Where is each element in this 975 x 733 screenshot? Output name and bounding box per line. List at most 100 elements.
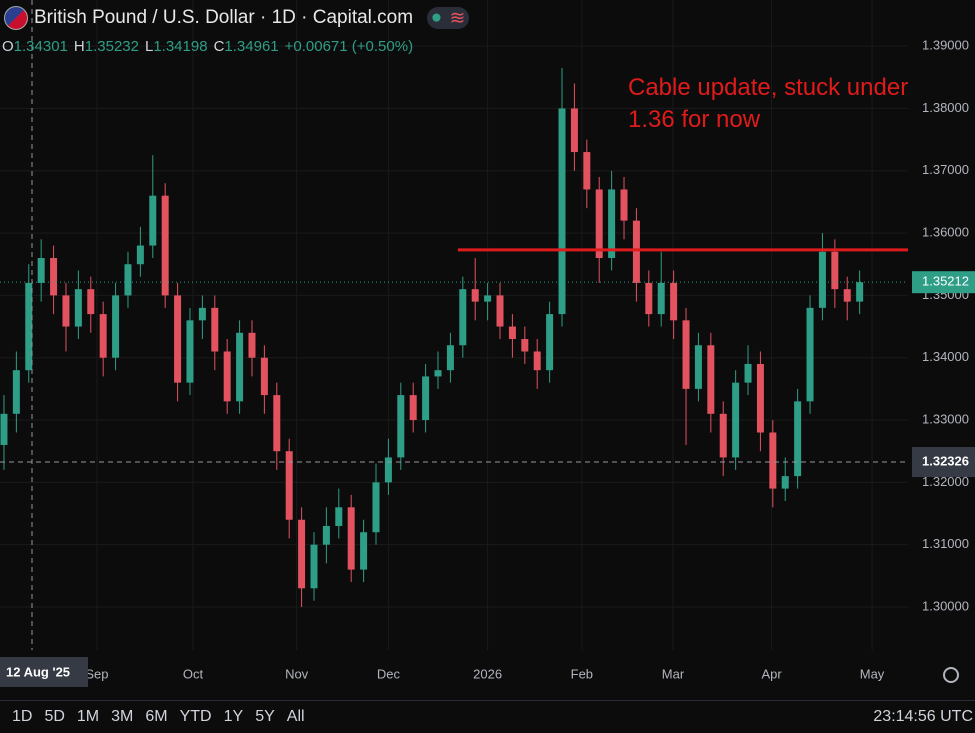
y-tick-label: 1.32000 [922,474,969,489]
ohlc-item: H1.35232 [74,38,139,55]
candle-body [397,395,405,458]
candle-body [533,351,541,371]
y-tick-label: 1.30000 [922,598,969,613]
candle-body [781,476,789,489]
annotation: Cable update, stuck under 1.36 for now [628,74,909,133]
candle-body [248,332,256,358]
candle-body [682,320,690,389]
ohlc-item: L1.34198 [145,38,208,55]
candle-body [211,307,219,352]
candle-body [471,289,479,302]
symbol-title: British Pound / U.S. Dollar · 1D · Capit… [34,7,414,28]
ohlc-value: 1.34961 [224,38,279,55]
y-tick-label: 1.39000 [922,38,969,53]
candle-body [670,282,678,321]
candle-body [546,314,554,371]
candle-body [794,401,802,477]
chart: 1.300001.310001.320001.330001.340001.350… [0,0,975,700]
candle-body [347,507,355,570]
candle-body [843,289,851,302]
ohlc-legend: O1.34301 H1.35232 L1.34198 C1.34961 +0.00671… [2,38,413,55]
x-tick-label: Dec [377,666,401,681]
candle-body [608,189,616,259]
x-tick-label: May [860,666,885,681]
ohlc-key: O [2,38,14,55]
ohlc-value: 1.35232 [84,38,139,55]
candle-body [719,413,727,458]
x-tick-label: Feb [571,666,593,681]
header: British Pound / U.S. Dollar · 1D · Capit… [4,6,470,30]
price-axis [908,0,975,700]
candle-body [50,258,58,296]
y-tick-label: 1.38000 [922,100,969,115]
candle-body [446,345,454,371]
candle-body [136,245,144,265]
settings-icon [943,667,959,683]
x-tick-label: Apr [761,666,782,681]
candle-body [285,451,293,520]
candle-body [657,282,665,315]
y-tick-label: 1.36000 [922,225,969,240]
x-tick-label: Mar [662,666,685,681]
range-button[interactable]: YTD [179,708,212,725]
candle-body [422,376,430,421]
candle-body [508,326,516,340]
candle-body [756,363,764,433]
flag-icon [4,6,28,30]
candle-body [37,258,45,283]
crosshair-date-label: 12 Aug '25 [6,664,70,679]
candle-body [484,295,492,302]
candle-body [149,195,157,246]
candle-body [632,220,640,283]
y-tick-label: 1.31000 [922,536,969,551]
candle-body [694,345,702,389]
candle-body [12,370,20,414]
range-button[interactable]: 5D [44,708,65,725]
candle-body [273,395,281,452]
candle-body [99,314,107,358]
candle-body [360,532,368,570]
candle-body [744,363,752,383]
crosshair-price-label: 1.32326 [922,453,969,468]
range-button[interactable]: 1M [76,708,100,725]
last-price-tag [912,271,975,294]
candle-body [570,108,578,153]
candle-body [620,189,628,221]
candle-body [372,482,380,533]
candle-body [595,189,603,259]
candle-body [769,432,777,489]
candle-body [459,289,467,346]
candle-body [62,295,70,327]
candle-body [198,307,206,321]
ohlc-item: C1.34961 [214,38,279,55]
range-button[interactable]: 6M [145,708,168,725]
candle-body [74,289,82,327]
ohlc-key: C [213,38,225,55]
candle-body [558,108,566,315]
candle-body [818,251,826,308]
candle-body [236,332,244,402]
candle-body [335,507,343,526]
status-pill[interactable]: ● ≋ [427,7,470,29]
range-button[interactable]: 1D [12,708,33,725]
candle-body [521,339,529,352]
candle-body [707,345,715,414]
candle-body [856,282,864,302]
candle-body [223,351,231,402]
ohlc-key: L [144,38,154,55]
candle-body [831,251,839,290]
range-button[interactable]: 3M [111,708,134,725]
crosshair-price-tag [912,447,975,478]
candle-body [260,357,268,396]
range-button[interactable]: 1Y [223,708,244,725]
candle-body [298,519,306,589]
toolbar: 1D 5D 1M 3M 6M YTD 1Y 5Y All 23:14:56 UTC [0,700,975,733]
candle-body [806,307,814,402]
candle-body [434,370,442,377]
ohlc-item: O1.34301 [2,38,68,55]
candle-body [87,289,95,315]
range-button[interactable]: 5Y [255,708,275,725]
range-button[interactable]: All [286,708,305,725]
last-price-label: 1.35212 [922,274,969,289]
